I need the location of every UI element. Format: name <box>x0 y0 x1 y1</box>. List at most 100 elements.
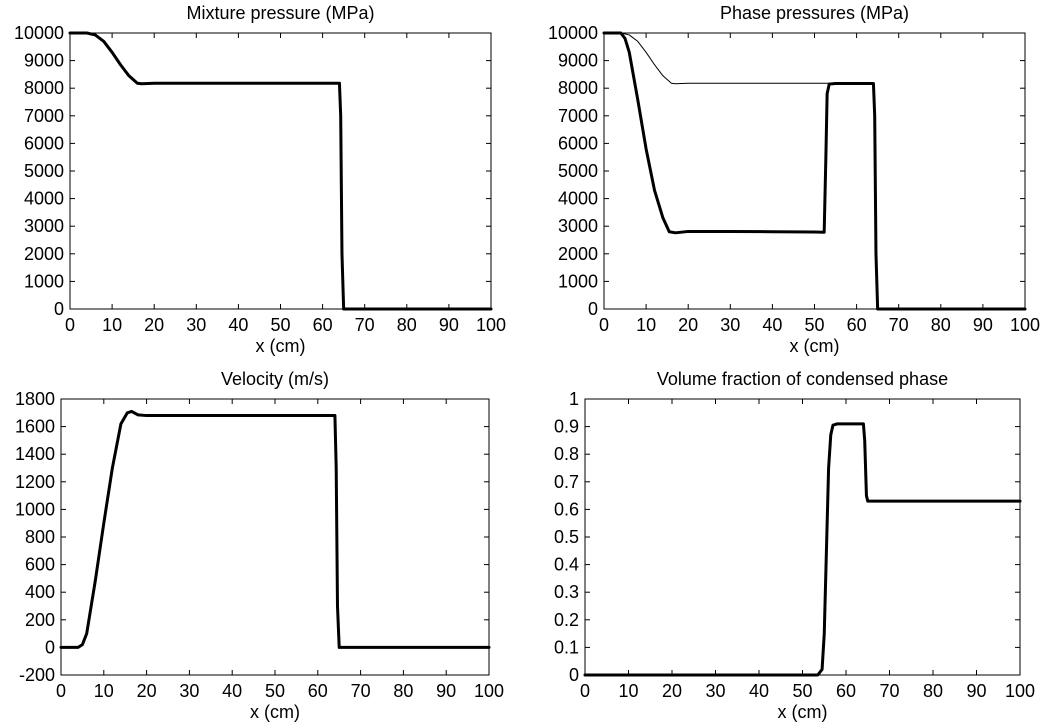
x-tick-label: 100 <box>474 681 504 701</box>
x-tick-label: 40 <box>228 315 248 335</box>
x-tick-label: 60 <box>313 315 333 335</box>
x-tick-label: 60 <box>836 681 856 701</box>
y-tick-label: 8000 <box>24 78 64 98</box>
y-tick-label: 5000 <box>24 161 64 181</box>
x-tick-label: 30 <box>705 681 725 701</box>
series-line-thick <box>583 422 1022 677</box>
series-line-thick <box>59 409 491 649</box>
y-tick-label: 1800 <box>15 389 55 409</box>
x-tick-label: 0 <box>56 681 66 701</box>
x-tick-label: 50 <box>792 681 812 701</box>
y-tick-label: 7000 <box>558 106 598 126</box>
plot-frame <box>584 398 1021 676</box>
x-tick-label: 30 <box>179 681 199 701</box>
x-tick-label: 40 <box>749 681 769 701</box>
panel-volume-fraction: Volume fraction of condensed phase x (cm… <box>554 369 1035 722</box>
y-tick-label: 10000 <box>548 23 598 43</box>
x-tick-label: 90 <box>973 315 993 335</box>
y-tick-label: 0.7 <box>554 472 579 492</box>
y-tick-label: 1600 <box>15 417 55 437</box>
y-tick-label: 10000 <box>14 23 64 43</box>
y-tick-label: 3000 <box>558 216 598 236</box>
y-tick-label: 7000 <box>24 106 64 126</box>
y-tick-label: 0.6 <box>554 499 579 519</box>
x-axis-label: x (cm) <box>790 336 840 356</box>
x-tick-label: 40 <box>222 681 242 701</box>
series-line-thin <box>603 32 1026 310</box>
x-tick-label: 80 <box>397 315 417 335</box>
x-tick-label: 70 <box>879 681 899 701</box>
y-tick-label: 9000 <box>558 51 598 71</box>
x-tick-label: 20 <box>144 315 164 335</box>
x-tick-label: 100 <box>1010 315 1040 335</box>
y-tick-label: 0 <box>588 299 598 319</box>
x-tick-label: 20 <box>662 681 682 701</box>
y-tick-label: 0 <box>569 665 579 685</box>
y-tick-label: 1400 <box>15 444 55 464</box>
x-tick-label: 10 <box>618 681 638 701</box>
y-tick-label: 400 <box>25 582 55 602</box>
x-tick-label: 80 <box>931 315 951 335</box>
x-tick-label: 90 <box>439 315 459 335</box>
y-tick-label: 6000 <box>558 133 598 153</box>
x-tick-label: 40 <box>762 315 782 335</box>
x-tick-label: 50 <box>270 315 290 335</box>
x-tick-label: 60 <box>847 315 867 335</box>
x-tick-label: 20 <box>137 681 157 701</box>
y-tick-label: 0.3 <box>554 582 579 602</box>
y-tick-label: 8000 <box>558 78 598 98</box>
series-line-thick <box>68 31 493 311</box>
panel-phase-pressures: Phase pressures (MPa) x (cm) 0 10 20 30 40 50… <box>548 3 1040 356</box>
x-tick-label: 0 <box>65 315 75 335</box>
x-tick-label: 90 <box>966 681 986 701</box>
y-tick-label: 2000 <box>558 244 598 264</box>
x-tick-label: 100 <box>1005 681 1035 701</box>
panel-title: Phase pressures (MPa) <box>720 3 909 23</box>
x-tick-label: 100 <box>476 315 506 335</box>
panel-mixture-pressure: Mixture pressure (MPa) x (cm) 0 10 20 30 40 5… <box>14 3 506 356</box>
y-tick-label: 9000 <box>24 51 64 71</box>
y-tick-label: 0.4 <box>554 555 579 575</box>
panel-velocity: Velocity (m/s) x (cm) 0 10 20 30 40 50 60 70 80 9… <box>15 369 504 722</box>
y-tick-label: 0.1 <box>554 637 579 657</box>
y-tick-label: 1000 <box>558 271 598 291</box>
x-tick-label: 60 <box>308 681 328 701</box>
y-tick-label: -200 <box>19 665 55 685</box>
y-tick-label: 0.9 <box>554 417 579 437</box>
x-tick-label: 30 <box>186 315 206 335</box>
y-tick-label: 800 <box>25 527 55 547</box>
x-tick-label: 20 <box>678 315 698 335</box>
panel-title: Velocity (m/s) <box>221 369 329 389</box>
y-tick-label: 600 <box>25 555 55 575</box>
x-axis-label: x (cm) <box>250 702 300 722</box>
y-tick-label: 5000 <box>558 161 598 181</box>
plot-frame <box>69 32 492 310</box>
y-tick-label: 1000 <box>15 499 55 519</box>
x-tick-label: 0 <box>580 681 590 701</box>
x-tick-label: 0 <box>599 315 609 335</box>
x-tick-label: 80 <box>393 681 413 701</box>
y-tick-label: 2000 <box>24 244 64 264</box>
series-line-thick <box>602 31 1027 311</box>
x-tick-label: 50 <box>804 315 824 335</box>
y-tick-label: 4000 <box>24 189 64 209</box>
x-tick-label: 70 <box>355 315 375 335</box>
y-tick-label: 0 <box>54 299 64 319</box>
panel-title: Volume fraction of condensed phase <box>657 369 948 389</box>
x-tick-label: 30 <box>720 315 740 335</box>
x-tick-label: 80 <box>923 681 943 701</box>
y-tick-label: 0.5 <box>554 527 579 547</box>
y-tick-label: 1200 <box>15 472 55 492</box>
y-tick-label: 200 <box>25 610 55 630</box>
x-tick-label: 50 <box>265 681 285 701</box>
plot-frame <box>60 398 490 676</box>
x-axis-label: x (cm) <box>256 336 306 356</box>
x-tick-label: 10 <box>636 315 656 335</box>
x-tick-label: 90 <box>436 681 456 701</box>
y-tick-label: 4000 <box>558 189 598 209</box>
x-tick-label: 10 <box>94 681 114 701</box>
x-tick-label: 70 <box>351 681 371 701</box>
y-tick-label: 0.8 <box>554 444 579 464</box>
y-tick-label: 0 <box>45 637 55 657</box>
